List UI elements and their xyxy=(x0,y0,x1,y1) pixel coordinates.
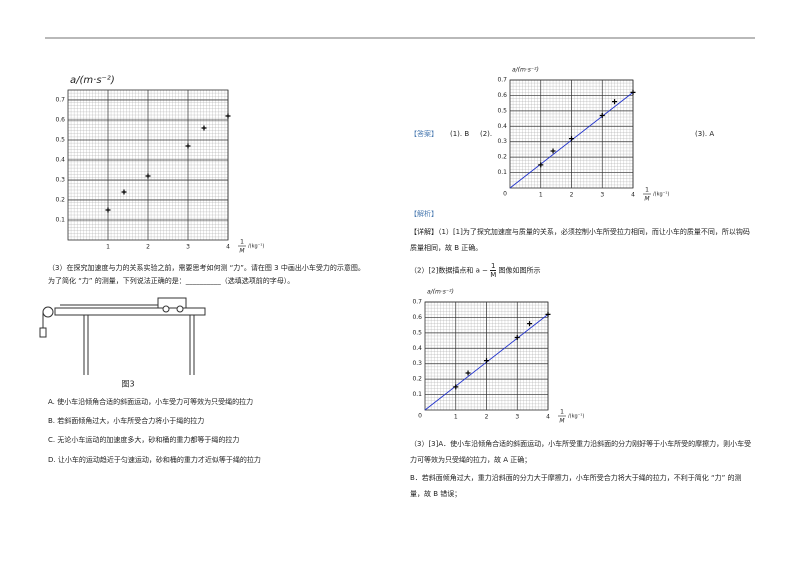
x-tick-label: 3 xyxy=(186,244,190,251)
y-tick-label: 0.7 xyxy=(412,299,422,306)
x-label-num: 1 xyxy=(240,239,244,246)
data-point xyxy=(612,99,618,105)
data-point xyxy=(225,113,231,119)
answer-tag: 【答案】 xyxy=(410,130,438,138)
x-tick-label: 1 xyxy=(106,244,110,251)
x-tick-label: 4 xyxy=(226,244,230,251)
y-tick-label: 0.4 xyxy=(497,123,507,130)
data-point xyxy=(545,311,551,317)
y-tick-label: 0.2 xyxy=(412,376,422,383)
question: （3）在探究加速度与力的关系实验之前，需要思考如何测 “力”。请在图 3 中画出… xyxy=(48,264,365,285)
y-tick-label: 0.2 xyxy=(55,197,65,204)
plot-frame xyxy=(67,89,229,241)
y-tick-label: 0.2 xyxy=(497,154,507,161)
x-tick-label: 3 xyxy=(515,414,519,421)
y-tick-label: 0.4 xyxy=(55,157,65,164)
y-tick-label: 0.5 xyxy=(497,107,507,114)
origin-label: 0 xyxy=(503,191,507,198)
x-tick-label: 2 xyxy=(485,414,489,421)
data-point xyxy=(484,358,489,364)
data-point xyxy=(453,384,459,390)
answer: (3). A xyxy=(695,130,715,138)
numerator: 1 xyxy=(491,262,496,270)
plot: 1 2 3 4 0.1 0.2 0.3 0.4 0.5 0.6 0.7 a/(m·s⁻²) 1 M/(kg… xyxy=(55,75,264,255)
y-tick-label: 0.3 xyxy=(412,360,422,367)
x-tick-label: 4 xyxy=(631,192,635,199)
y-tick-label: 0.1 xyxy=(412,391,422,398)
x-label-unit: /(kg⁻¹) xyxy=(653,192,669,198)
y-tick-label: 0.7 xyxy=(497,77,507,84)
detail: 【详解】（1）[1]为了探究加速度与质量的关系，必须控制小车所受拉力相同，而让小… xyxy=(410,228,750,252)
x-tick-label: 3 xyxy=(600,192,604,199)
plot: 1 2 3 4 0.1 0.2 0.3 0.4 0.5 0.6 0.7 0 a/(m·s⁻²) 1 M/(k… xyxy=(497,67,669,203)
data-point xyxy=(121,189,127,195)
y-axis-label: a/(m·s⁻²) xyxy=(70,75,115,86)
answer: (2). xyxy=(480,130,493,138)
detail: （3）[3]A．使小车沿倾角合适的斜面运动，小车所受重力沿斜面的分力刚好等于小车… xyxy=(410,440,752,464)
y-tick-label: 0.1 xyxy=(55,217,65,224)
option: B. 若斜面倾角过大，小车所受合力将小于绳的拉力 xyxy=(48,417,205,425)
denominator: M xyxy=(490,270,497,279)
y-tick-label: 0.7 xyxy=(55,97,65,104)
x-tick-label: 1 xyxy=(454,414,458,421)
x-label-num: 1 xyxy=(645,187,649,194)
apparatus xyxy=(39,297,206,375)
x-tick-label: 2 xyxy=(146,244,150,251)
x-label-unit: /(kg⁻¹) xyxy=(248,244,264,250)
figure-caption: 图3 xyxy=(121,380,134,389)
data-point xyxy=(185,143,191,149)
data-point xyxy=(105,207,111,213)
y-axis-label: a/(m·s⁻²) xyxy=(512,67,539,74)
plot-frame xyxy=(424,301,549,411)
y-tick-label: 0.1 xyxy=(497,169,507,176)
detail-text: 图像如图所示 xyxy=(498,266,541,275)
x-label-num: 1 xyxy=(560,409,564,416)
y-tick-label: 0.3 xyxy=(497,138,507,145)
analysis-tag: 【解析】 xyxy=(410,210,438,218)
x-tick-label: 2 xyxy=(570,192,574,199)
data-point xyxy=(514,334,520,340)
data-point xyxy=(465,370,471,376)
option: A. 使小车沿倾角合适的斜面运动，小车受力可等效为只受绳的拉力 xyxy=(48,398,254,406)
data-point xyxy=(145,173,151,179)
y-tick-label: 0.6 xyxy=(497,92,507,99)
option: C. 无论小车运动的加速度多大，砂和桶的重力都等于绳的拉力 xyxy=(48,436,240,444)
data-point xyxy=(599,112,605,118)
x-label-den: M xyxy=(644,196,650,203)
detail: B．若斜面倾角过大，重力沿斜面的分力大于摩擦力，小车所受合力将大于绳的拉力，不利… xyxy=(410,474,742,498)
data-point xyxy=(201,125,207,131)
origin-label: 0 xyxy=(418,413,422,420)
answer: (1). B xyxy=(450,130,470,138)
detail-text: （2）[2]数据描点和 a − xyxy=(410,266,488,275)
y-tick-label: 0.4 xyxy=(412,345,422,352)
plot: 1 2 3 4 0.1 0.2 0.3 0.4 0.5 0.6 0.7 0 a/(m·s⁻²) 1 M/(k… xyxy=(412,289,584,425)
y-tick-label: 0.3 xyxy=(55,177,65,184)
y-tick-label: 0.6 xyxy=(412,314,422,321)
y-axis-label: a/(m·s⁻²) xyxy=(427,289,454,296)
x-label-den: M xyxy=(239,248,245,255)
y-tick-label: 0.5 xyxy=(55,137,65,144)
data-point xyxy=(550,148,556,154)
data-point xyxy=(538,162,544,168)
data-point xyxy=(527,321,533,327)
y-tick-label: 0.5 xyxy=(412,329,422,336)
option: D. 让小车的运动趋近于匀速运动，砂和桶的重力才近似等于绳的拉力 xyxy=(48,456,261,464)
data-point xyxy=(569,136,574,142)
plot-frame xyxy=(509,79,634,189)
data-point xyxy=(630,89,636,95)
x-tick-label: 4 xyxy=(546,414,550,421)
x-tick-label: 1 xyxy=(539,192,543,199)
y-tick-label: 0.6 xyxy=(55,117,65,124)
x-label-unit: /(kg⁻¹) xyxy=(568,414,584,420)
x-label-den: M xyxy=(559,418,565,425)
